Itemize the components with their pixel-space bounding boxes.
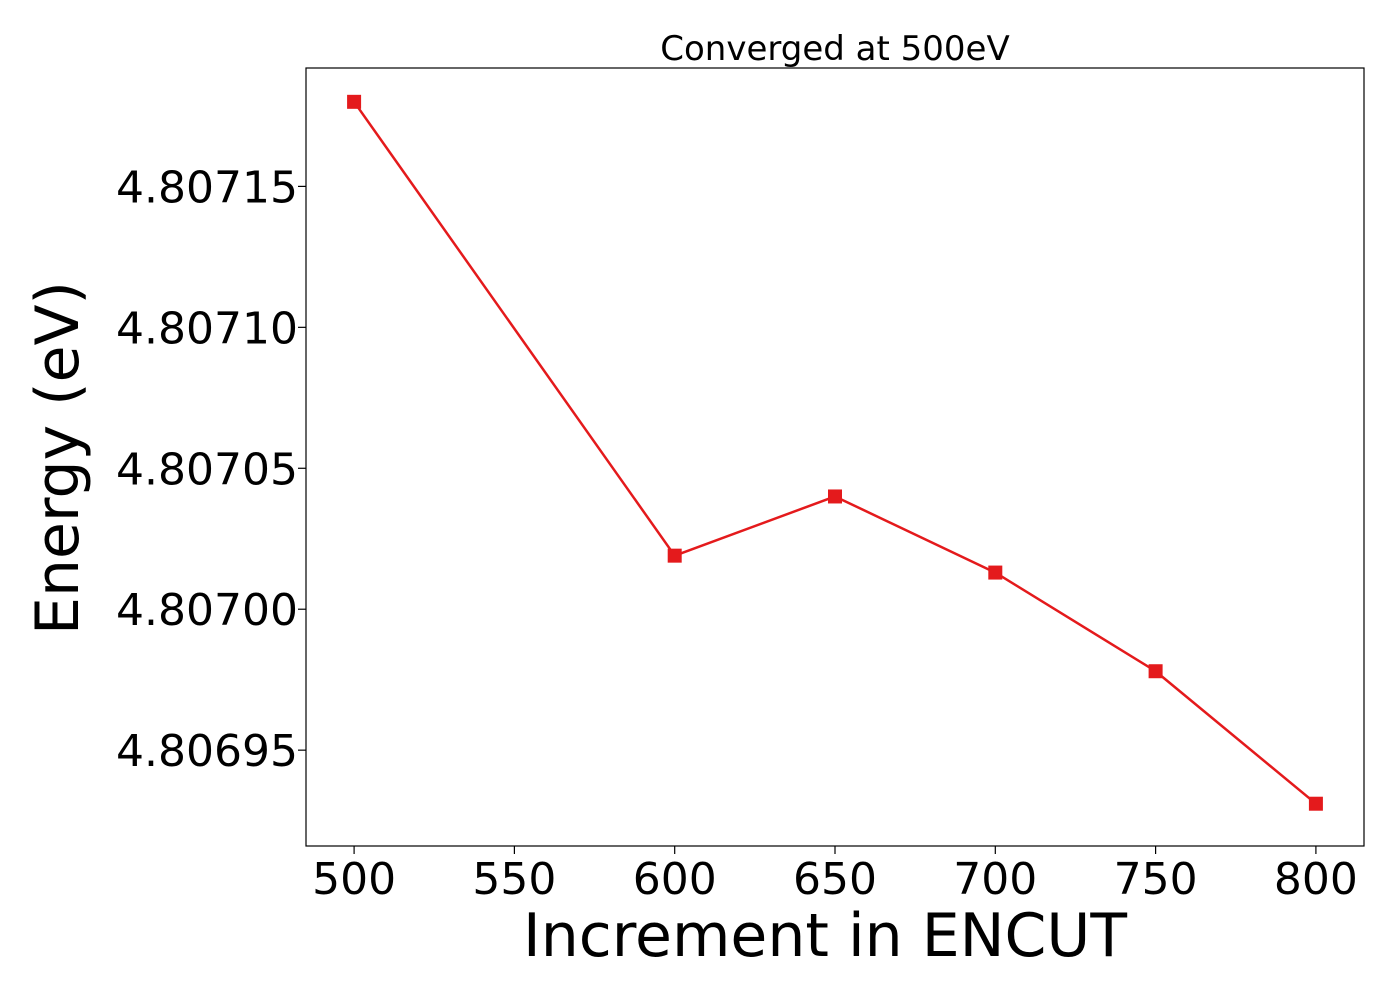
y-tick-label: 4.80695 <box>116 726 298 777</box>
x-tick-label: 500 <box>312 854 396 905</box>
data-point-marker <box>988 565 1003 580</box>
y-tick-label: 4.80710 <box>116 303 298 354</box>
series-layer <box>347 94 1323 811</box>
x-tick-label: 550 <box>472 854 556 905</box>
x-axis-ticks: 500 550 600 650 700 750 800 <box>312 846 1358 905</box>
y-tick-label: 4.80705 <box>116 444 298 495</box>
x-tick-label: 750 <box>1114 854 1198 905</box>
plot-frame <box>305 67 1365 847</box>
x-tick-label: 600 <box>633 854 717 905</box>
y-axis-ticks: 4.80695 4.80700 4.80705 4.80710 4.80715 <box>116 162 306 777</box>
y-tick-label: 4.80700 <box>116 585 298 636</box>
data-point-marker <box>1148 664 1163 679</box>
x-tick-label: 650 <box>793 854 877 905</box>
x-tick-label: 800 <box>1274 854 1358 905</box>
x-tick-label: 700 <box>953 854 1037 905</box>
data-point-marker <box>828 489 842 504</box>
x-axis-label: Increment in ENCUT <box>523 901 1127 971</box>
y-tick-label: 4.80715 <box>116 162 298 213</box>
data-point-marker <box>347 94 362 109</box>
data-point-marker <box>667 548 682 563</box>
y-axis-label: Energy (eV) <box>23 281 93 635</box>
chart-title: Converged at 500eV <box>660 29 1009 69</box>
series-line <box>353 101 1317 805</box>
data-point-marker <box>1308 796 1323 811</box>
